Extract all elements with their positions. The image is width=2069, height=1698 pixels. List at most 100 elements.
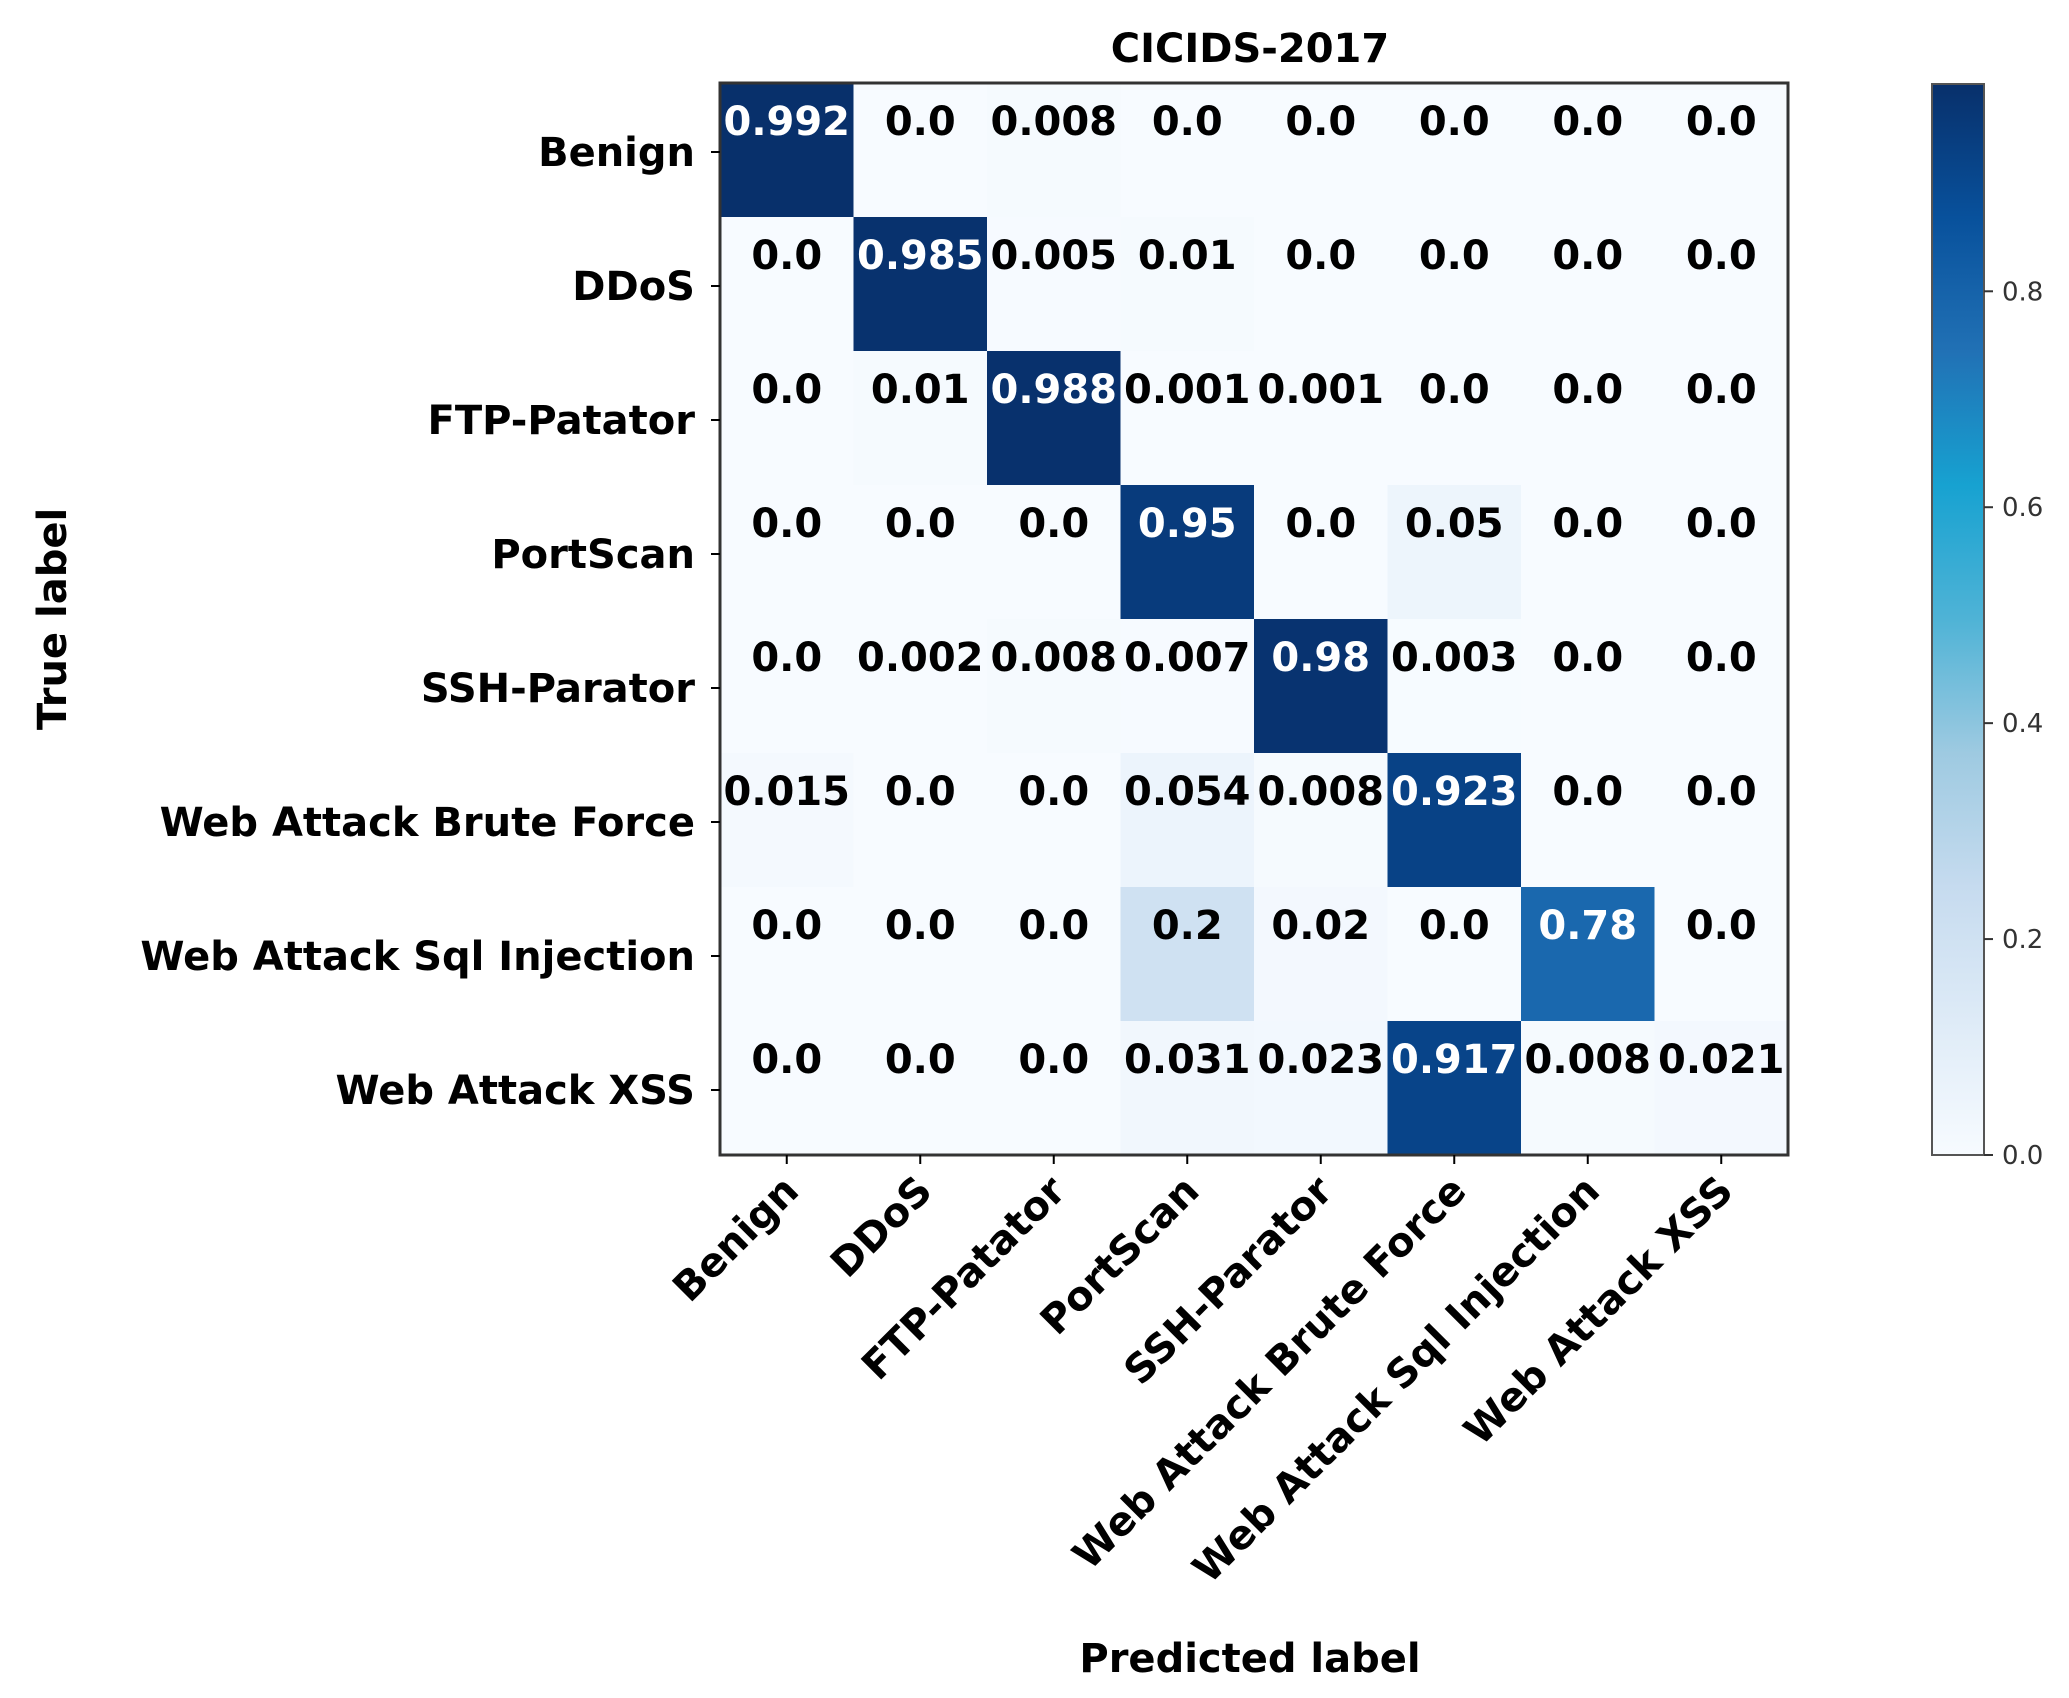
heatmap-cell-r7-c5 xyxy=(1387,1021,1522,1156)
heatmap-cell-r6-c1 xyxy=(853,887,988,1022)
cell-value-r7-c0: 0.0 xyxy=(751,1037,822,1083)
heatmap-cell-r2-c4 xyxy=(1254,351,1389,486)
cell-value-r4-c6: 0.0 xyxy=(1552,635,1623,681)
cell-value-r5-c4: 0.008 xyxy=(1257,769,1384,815)
heatmap-cell-r6-c2 xyxy=(987,887,1122,1022)
cell-value-r7-c2: 0.0 xyxy=(1018,1037,1089,1083)
x-axis-label: Predicted label xyxy=(1079,1636,1420,1682)
cell-value-r7-c1: 0.0 xyxy=(885,1037,956,1083)
heatmap-cell-r5-c0 xyxy=(720,753,855,888)
x-axis-ticks: Benign DDoSFTP-PatatorPortScanSSH-Parator… xyxy=(664,1155,1742,1592)
heatmap-cell-r2-c7 xyxy=(1654,351,1789,486)
cell-value-r5-c5: 0.923 xyxy=(1391,769,1518,815)
cell-value-r1-c0: 0.0 xyxy=(751,233,822,279)
cell-value-r7-c7: 0.021 xyxy=(1658,1037,1785,1083)
cell-value-r3-c7: 0.0 xyxy=(1686,501,1757,547)
heatmap-cell-r1-c2 xyxy=(987,217,1122,352)
heatmap-cell-r6-c0 xyxy=(720,887,855,1022)
cell-value-r1-c2: 0.005 xyxy=(990,233,1117,279)
x-tick-label-0: Benign xyxy=(664,1168,807,1311)
y-tick-label-4: SSH-Parator xyxy=(421,666,695,712)
heatmap-cell-r3-c5 xyxy=(1387,485,1522,620)
y-tick-label-2: FTP-Patator xyxy=(428,398,696,444)
cell-value-r7-c5: 0.917 xyxy=(1391,1037,1518,1083)
heatmap-cell-r3-c4 xyxy=(1254,485,1389,620)
cell-value-r1-c1: 0.985 xyxy=(857,233,984,279)
heatmap-cells xyxy=(720,83,1789,1156)
cell-value-r5-c7: 0.0 xyxy=(1686,769,1757,815)
colorbar-tick-label-3: 0.6 xyxy=(2002,493,2043,523)
cell-value-r0-c4: 0.0 xyxy=(1285,99,1356,145)
cell-value-r6-c7: 0.0 xyxy=(1686,903,1757,949)
heatmap-cell-r0-c3 xyxy=(1120,83,1255,218)
cell-value-r2-c5: 0.0 xyxy=(1419,367,1490,413)
heatmap-cell-r2-c3 xyxy=(1120,351,1255,486)
cell-value-r0-c1: 0.0 xyxy=(885,99,956,145)
cell-value-r0-c5: 0.0 xyxy=(1419,99,1490,145)
heatmap-cell-r0-c7 xyxy=(1654,83,1789,218)
colorbar-tick-label-2: 0.4 xyxy=(2002,709,2043,739)
heatmap-cell-r4-c6 xyxy=(1521,619,1656,754)
cell-value-r2-c7: 0.0 xyxy=(1686,367,1757,413)
y-tick-label-7: Web Attack XSS xyxy=(336,1068,695,1114)
cell-value-r2-c0: 0.0 xyxy=(751,367,822,413)
heatmap-cell-r3-c3 xyxy=(1120,485,1255,620)
heatmap-cell-r1-c1 xyxy=(853,217,988,352)
x-tick-label-1: DDoS xyxy=(822,1168,941,1287)
heatmap-cell-r1-c4 xyxy=(1254,217,1389,352)
heatmap-cell-r7-c0 xyxy=(720,1021,855,1156)
cell-value-r4-c0: 0.0 xyxy=(751,635,822,681)
cell-value-r3-c5: 0.05 xyxy=(1405,501,1504,547)
cell-value-r2-c2: 0.988 xyxy=(990,367,1117,413)
heatmap-cell-r3-c1 xyxy=(853,485,988,620)
cell-value-r5-c0: 0.015 xyxy=(723,769,850,815)
heatmap-cell-r3-c2 xyxy=(987,485,1122,620)
cell-value-r2-c1: 0.01 xyxy=(871,367,970,413)
cell-value-r1-c3: 0.01 xyxy=(1138,233,1237,279)
heatmap-cell-r4-c3 xyxy=(1120,619,1255,754)
heatmap-cell-r3-c6 xyxy=(1521,485,1656,620)
heatmap-cell-r2-c6 xyxy=(1521,351,1656,486)
heatmap-cell-r1-c0 xyxy=(720,217,855,352)
cell-value-r4-c3: 0.007 xyxy=(1124,635,1251,681)
heatmap-cell-r0-c0 xyxy=(720,83,855,218)
heatmap-cell-r4-c4 xyxy=(1254,619,1389,754)
cell-value-r6-c3: 0.2 xyxy=(1152,903,1223,949)
colorbar-tick-label-0: 0.0 xyxy=(2002,1141,2043,1171)
heatmap-cell-r5-c4 xyxy=(1254,753,1389,888)
cell-value-r3-c3: 0.95 xyxy=(1138,501,1237,547)
heatmap-cell-r6-c6 xyxy=(1521,887,1656,1022)
cell-value-r2-c3: 0.001 xyxy=(1124,367,1251,413)
y-tick-label-3: PortScan xyxy=(491,532,695,578)
heatmap-cell-r1-c7 xyxy=(1654,217,1789,352)
cell-value-r0-c2: 0.008 xyxy=(990,99,1117,145)
heatmap-cell-r4-c5 xyxy=(1387,619,1522,754)
y-tick-label-1: DDoS xyxy=(572,264,695,310)
heatmap-cell-r4-c1 xyxy=(853,619,988,754)
y-axis-ticks: Benign DDoS FTP-Patator PortScan SSH-Parator… xyxy=(140,130,720,1114)
heatmap-cell-r2-c1 xyxy=(853,351,988,486)
cell-value-r7-c3: 0.031 xyxy=(1124,1037,1251,1083)
heatmap-cell-r5-c3 xyxy=(1120,753,1255,888)
heatmap-cell-r0-c5 xyxy=(1387,83,1522,218)
cell-value-r5-c6: 0.0 xyxy=(1552,769,1623,815)
cell-value-r5-c1: 0.0 xyxy=(885,769,956,815)
heatmap-cell-r7-c4 xyxy=(1254,1021,1389,1156)
heatmap-cell-labels: 0.992 0.0 0.008 0.0 0.0 0.0 0.0 0.00.0 0.985 0.00… xyxy=(723,99,1784,1083)
heatmap-cell-r4-c0 xyxy=(720,619,855,754)
y-tick-label-5: Web Attack Brute Force xyxy=(160,800,695,846)
cell-value-r6-c5: 0.0 xyxy=(1419,903,1490,949)
cell-value-r1-c4: 0.0 xyxy=(1285,233,1356,279)
heatmap-cell-r5-c2 xyxy=(987,753,1122,888)
cell-value-r1-c5: 0.0 xyxy=(1419,233,1490,279)
heatmap-cell-r2-c0 xyxy=(720,351,855,486)
cell-value-r6-c4: 0.02 xyxy=(1271,903,1370,949)
cell-value-r3-c2: 0.0 xyxy=(1018,501,1089,547)
colorbar-tick-label-1: 0.2 xyxy=(2002,925,2043,955)
cell-value-r4-c4: 0.98 xyxy=(1271,635,1370,681)
cell-value-r6-c6: 0.78 xyxy=(1538,903,1637,949)
y-tick-label-6: Web Attack Sql Injection xyxy=(140,934,695,980)
y-tick-label-0: Benign xyxy=(538,130,695,176)
cell-value-r5-c3: 0.054 xyxy=(1124,769,1251,815)
